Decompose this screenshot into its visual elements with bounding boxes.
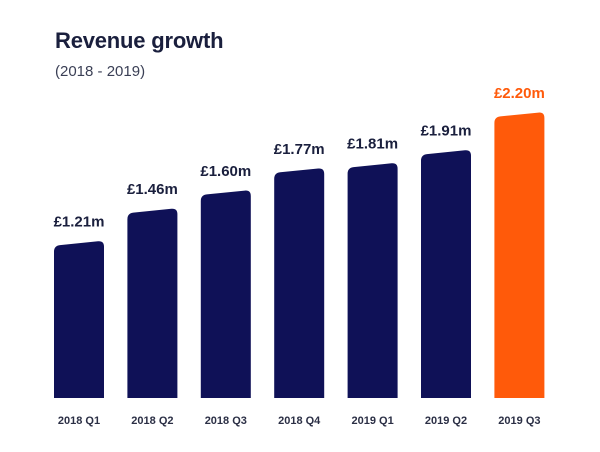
chart-title: Revenue growth: [55, 28, 224, 53]
chart-subtitle: (2018 - 2019): [55, 63, 146, 80]
data-label: £1.77m: [274, 141, 325, 158]
x-tick-label: 2018 Q2: [131, 415, 173, 427]
x-tick-label: 2018 Q1: [58, 415, 100, 427]
x-tick-label: 2019 Q1: [351, 415, 393, 427]
bar-2018-q1: [54, 241, 104, 398]
data-label: £1.21m: [54, 214, 105, 231]
bar-2018-q3: [200, 190, 251, 398]
x-tick-label: 2018 Q4: [278, 415, 321, 427]
data-label: £1.91m: [421, 123, 472, 140]
data-label: £1.46m: [127, 181, 178, 198]
x-tick-label: 2018 Q3: [205, 415, 247, 427]
bar-2018-q2: [127, 208, 178, 398]
data-label: £1.60m: [200, 163, 251, 180]
x-tick-label: 2019 Q3: [498, 415, 540, 427]
x-tick-label: 2019 Q2: [425, 415, 467, 427]
bar-2019-q1: [347, 163, 398, 398]
bar-2019-q3: [494, 112, 545, 398]
data-label: £1.81m: [347, 136, 398, 153]
data-label: £2.20m: [494, 85, 545, 102]
bar-2018-q4: [274, 168, 325, 398]
bar-2019-q2: [421, 150, 471, 398]
